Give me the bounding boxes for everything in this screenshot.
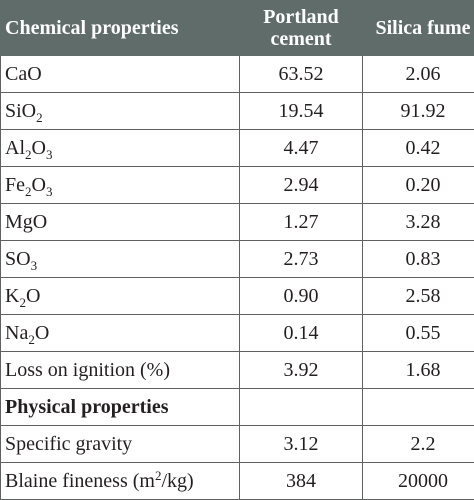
row-label-cao: CaO <box>1 56 240 93</box>
header-portland-cement: Portland cement <box>240 1 363 56</box>
table-row: Loss on ignition (%) 3.92 1.68 <box>1 352 474 389</box>
cell-cement: 19.54 <box>240 93 363 130</box>
cell-silica: 91.92 <box>363 93 474 130</box>
header-row: Chemical properties Portland cement Sili… <box>1 1 474 56</box>
table-row: Specific gravity 3.12 2.2 <box>1 426 474 463</box>
cell-cement: 0.90 <box>240 278 363 315</box>
cell-silica: 1.68 <box>363 352 474 389</box>
row-label-sio2: SiO2 <box>1 93 240 130</box>
cell-cement: 2.73 <box>240 241 363 278</box>
row-label-so3: SO3 <box>1 241 240 278</box>
row-label-al2o3: Al2O3 <box>1 130 240 167</box>
table-row: Blaine fineness (m2/kg) 384 20000 <box>1 463 474 500</box>
cell-cement: 1.27 <box>240 204 363 241</box>
row-label-na2o: Na2O <box>1 315 240 352</box>
cell-silica: 2.06 <box>363 56 474 93</box>
empty-cell <box>240 389 363 426</box>
cell-silica: 0.55 <box>363 315 474 352</box>
row-label-loss-on-ignition: Loss on ignition (%) <box>1 352 240 389</box>
table-row: K2O 0.90 2.58 <box>1 278 474 315</box>
cell-silica: 3.28 <box>363 204 474 241</box>
table-row: SO3 2.73 0.83 <box>1 241 474 278</box>
table-row: Fe2O3 2.94 0.20 <box>1 167 474 204</box>
section-row: Physical properties <box>1 389 474 426</box>
header-silica-fume: Silica fume <box>363 1 474 56</box>
row-label-blaine-fineness: Blaine fineness (m2/kg) <box>1 463 240 500</box>
header-portland-line2: cement <box>240 28 362 50</box>
section-physical-properties: Physical properties <box>1 389 240 426</box>
cell-cement: 2.94 <box>240 167 363 204</box>
table-row: CaO 63.52 2.06 <box>1 56 474 93</box>
header-chemical-properties: Chemical properties <box>1 1 240 56</box>
cell-silica: 20000 <box>363 463 474 500</box>
cell-cement: 3.92 <box>240 352 363 389</box>
cell-silica: 0.42 <box>363 130 474 167</box>
table-row: SiO2 19.54 91.92 <box>1 93 474 130</box>
row-label-specific-gravity: Specific gravity <box>1 426 240 463</box>
empty-cell <box>363 389 474 426</box>
table-row: Al2O3 4.47 0.42 <box>1 130 474 167</box>
cell-silica: 2.58 <box>363 278 474 315</box>
row-label-mgo: MgO <box>1 204 240 241</box>
row-label-k2o: K2O <box>1 278 240 315</box>
table-row: MgO 1.27 3.28 <box>1 204 474 241</box>
cell-silica: 0.20 <box>363 167 474 204</box>
cell-cement: 4.47 <box>240 130 363 167</box>
cell-cement: 3.12 <box>240 426 363 463</box>
header-portland-line1: Portland <box>240 6 362 28</box>
cell-silica: 2.2 <box>363 426 474 463</box>
cell-cement: 0.14 <box>240 315 363 352</box>
cell-silica: 0.83 <box>363 241 474 278</box>
cell-cement: 63.52 <box>240 56 363 93</box>
cell-cement: 384 <box>240 463 363 500</box>
row-label-fe2o3: Fe2O3 <box>1 167 240 204</box>
table-row: Na2O 0.14 0.55 <box>1 315 474 352</box>
